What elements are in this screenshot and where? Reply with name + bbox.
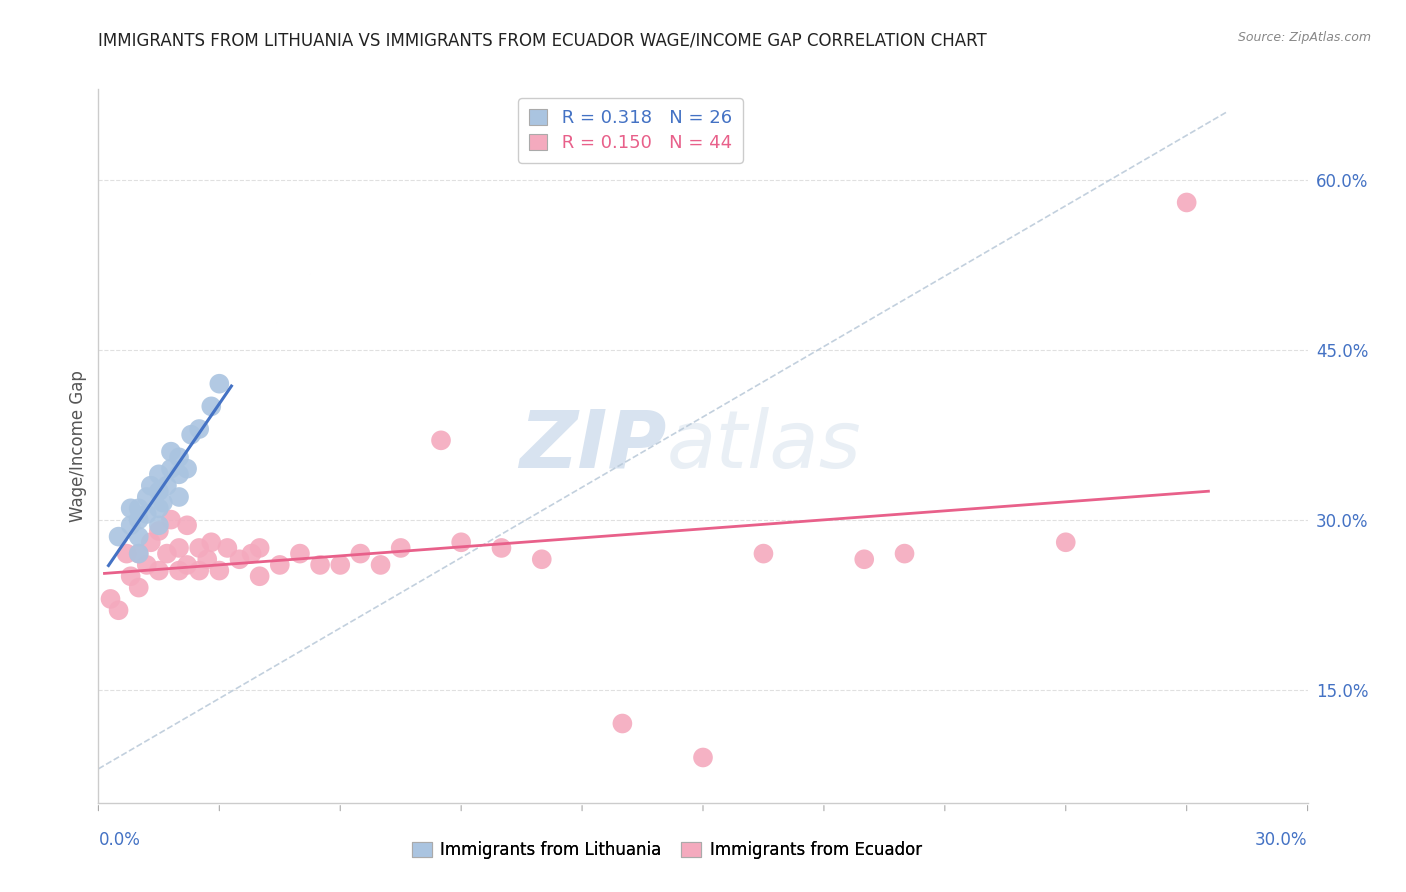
Point [612,716,634,731]
Point [135,490,157,504]
Point [135,558,157,572]
Point [152,495,174,509]
Point [100,591,122,606]
Point [208,376,231,391]
Point [180,427,202,442]
Point [160,444,183,458]
Point [430,434,453,448]
Point [160,513,183,527]
Point [176,461,198,475]
Text: ZIP: ZIP [519,407,666,485]
Point [156,547,179,561]
Text: IMMIGRANTS FROM LITHUANIA VS IMMIGRANTS FROM ECUADOR WAGE/INCOME GAP CORRELATION: IMMIGRANTS FROM LITHUANIA VS IMMIGRANTS … [98,31,987,49]
Point [1175,195,1198,210]
Text: 30.0%: 30.0% [1256,831,1308,849]
Point [200,535,222,549]
Point [389,541,412,555]
Point [853,552,876,566]
Point [148,501,170,516]
Point [200,400,222,414]
Legend: Immigrants from Lithuania, Immigrants from Ecuador: Immigrants from Lithuania, Immigrants fr… [405,835,928,866]
Point [208,564,231,578]
Point [128,530,150,544]
Y-axis label: Wage/Income Gap: Wage/Income Gap [69,370,87,522]
Text: atlas: atlas [666,407,862,485]
Point [128,581,150,595]
Point [349,547,371,561]
Point [107,603,129,617]
Point [176,518,198,533]
Point [249,569,271,583]
Point [148,524,170,538]
Point [120,501,142,516]
Point [128,547,150,561]
Point [309,558,332,572]
Point [167,564,190,578]
Point [269,558,291,572]
Point [128,547,150,561]
Point [148,564,170,578]
Point [491,541,513,555]
Point [139,535,162,549]
Point [120,518,142,533]
Point [167,467,190,482]
Point [128,501,150,516]
Point [167,541,190,555]
Point [752,547,775,561]
Point [188,541,211,555]
Point [288,547,311,561]
Point [156,478,179,492]
Text: 0.0%: 0.0% [98,831,141,849]
Point [370,558,392,572]
Text: Source: ZipAtlas.com: Source: ZipAtlas.com [1237,31,1371,45]
Point [148,467,170,482]
Point [115,547,138,561]
Point [160,461,183,475]
Point [240,547,263,561]
Point [148,484,170,499]
Point [167,490,190,504]
Point [107,530,129,544]
Point [120,569,142,583]
Point [176,558,198,572]
Point [167,450,190,465]
Point [135,507,157,521]
Point [195,552,218,566]
Point [1054,535,1077,549]
Point [188,422,211,436]
Point [188,564,211,578]
Point [217,541,239,555]
Point [329,558,352,572]
Point [139,478,162,492]
Point [692,750,714,764]
Point [450,535,472,549]
Point [228,552,250,566]
Point [148,518,170,533]
Point [249,541,271,555]
Point [530,552,553,566]
Point [128,513,150,527]
Point [893,547,915,561]
